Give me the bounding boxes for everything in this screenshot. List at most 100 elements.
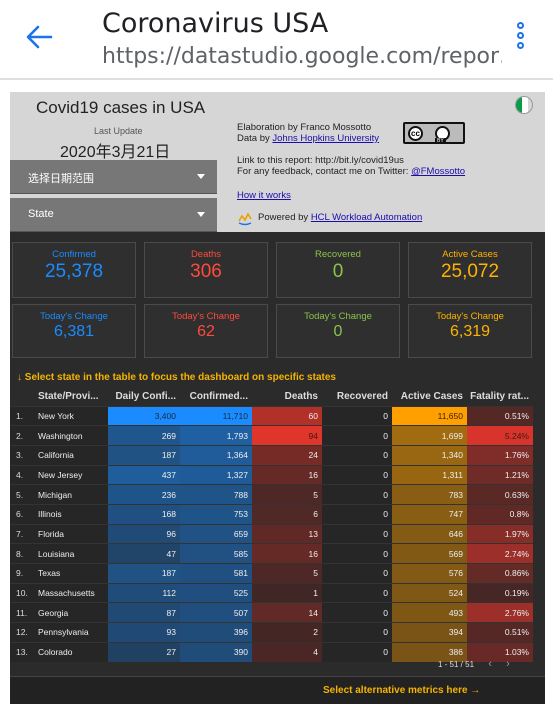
table-cell: 5.24% bbox=[467, 425, 533, 446]
table-cell: 16 bbox=[252, 464, 322, 485]
table-row[interactable]: 11. Georgia 87 507 14 0 493 2.76% bbox=[10, 602, 533, 623]
state-name: Pennsylvania bbox=[36, 622, 108, 643]
table-row[interactable]: 6. Illinois 168 753 6 0 747 0.8% bbox=[10, 503, 533, 525]
state-name: Colorado bbox=[36, 641, 108, 662]
table-cell: 1,340 bbox=[392, 444, 467, 466]
table-cell: 659 bbox=[180, 523, 252, 544]
column-header[interactable]: Confirmed... bbox=[189, 391, 248, 403]
table-cell: 93 bbox=[108, 622, 180, 643]
table-cell: 16 bbox=[252, 543, 322, 564]
scorecard-label: Recovered bbox=[315, 249, 361, 260]
row-index: 1. bbox=[10, 405, 36, 426]
scorecard-label: Today's Change bbox=[436, 311, 504, 322]
by-label: BY bbox=[435, 138, 446, 144]
table-cell: 3,400 bbox=[108, 405, 180, 426]
table-row[interactable]: 1. New York 3,400 11,710 60 0 11,650 0.51% bbox=[10, 405, 533, 426]
next-page-icon[interactable]: › bbox=[506, 658, 510, 670]
table-cell: 493 bbox=[392, 602, 467, 623]
column-header[interactable]: Deaths bbox=[284, 391, 318, 403]
table-row[interactable]: 7. Florida 96 659 13 0 646 1.97% bbox=[10, 523, 533, 544]
states-table: State/Provi... Daily Confi... Confirmed...… bbox=[10, 388, 533, 662]
table-cell: 569 bbox=[392, 543, 467, 564]
table-row[interactable]: 2. Washington 269 1,793 94 0 1,699 5.24% bbox=[10, 425, 533, 446]
column-header[interactable]: Recovered bbox=[336, 391, 388, 403]
italy-flag-icon[interactable] bbox=[515, 96, 533, 114]
table-cell: 0.51% bbox=[467, 405, 533, 426]
table-cell: 507 bbox=[180, 602, 252, 623]
column-header[interactable]: Fatality rat... bbox=[470, 391, 529, 403]
table-cell: 6 bbox=[252, 503, 322, 525]
scorecard-label: Today's Change bbox=[172, 311, 240, 322]
scorecard: Today's Change 6,381 bbox=[12, 304, 136, 358]
scorecard-label: Confirmed bbox=[52, 249, 96, 260]
page-url: https://datastudio.google.com/repor… bbox=[102, 44, 502, 69]
column-header[interactable]: Active Cases bbox=[400, 391, 463, 403]
table-cell: 437 bbox=[108, 464, 180, 485]
column-header[interactable]: Daily Confi... bbox=[115, 391, 176, 403]
table-cell: 1.97% bbox=[467, 523, 533, 544]
table-cell: 753 bbox=[180, 503, 252, 525]
pagination-range: 1 - 51 / 51 bbox=[438, 660, 475, 669]
column-header[interactable]: State/Provi... bbox=[38, 391, 99, 403]
table-cell: 5 bbox=[252, 563, 322, 584]
table-cell: 187 bbox=[108, 563, 180, 584]
scorecard-label: Deaths bbox=[190, 249, 222, 260]
scorecard: Active Cases 25,072 bbox=[408, 242, 532, 298]
table-cell: 386 bbox=[392, 641, 467, 662]
table-row[interactable]: 10. Massachusetts 112 525 1 0 524 0.19% bbox=[10, 582, 533, 603]
table-row[interactable]: 5. Michigan 236 788 5 0 783 0.63% bbox=[10, 484, 533, 505]
table-cell: 4 bbox=[252, 641, 322, 662]
table-cell: 1,327 bbox=[180, 464, 252, 485]
table-cell: 24 bbox=[252, 444, 322, 466]
row-index: 11. bbox=[10, 602, 36, 623]
creative-commons-badge: cc BY bbox=[403, 122, 465, 144]
hcl-link[interactable]: HCL Workload Automation bbox=[310, 212, 423, 223]
table-instruction: ↓ Select state in the table to focus the… bbox=[17, 372, 336, 383]
state-name: Michigan bbox=[36, 484, 108, 505]
table-row[interactable]: 4. New Jersey 437 1,327 16 0 1,311 1.21% bbox=[10, 464, 533, 485]
table-row[interactable]: 12. Pennsylvania 93 396 2 0 394 0.51% bbox=[10, 622, 533, 643]
table-cell: 112 bbox=[108, 582, 180, 603]
alternative-metrics-link[interactable]: Select alternative metrics here → bbox=[323, 685, 481, 696]
feedback-line: For any feedback, contact me on Twitter:… bbox=[237, 166, 466, 177]
table-row[interactable]: 3. California 187 1,364 24 0 1,340 1.76% bbox=[10, 444, 533, 466]
row-index: 4. bbox=[10, 464, 36, 485]
report-footer: Select alternative metrics here → bbox=[10, 676, 545, 704]
scorecard-value: 6,319 bbox=[449, 323, 491, 340]
state-dropdown[interactable]: State bbox=[10, 198, 217, 232]
table-cell: 788 bbox=[180, 484, 252, 505]
table-cell: 5 bbox=[252, 484, 322, 505]
table-cell: 1.03% bbox=[467, 641, 533, 662]
table-cell: 1,699 bbox=[392, 425, 467, 446]
app-title: Coronavirus USA bbox=[102, 8, 329, 39]
twitter-link[interactable]: @FMossotto bbox=[411, 166, 466, 177]
table-cell: 525 bbox=[180, 582, 252, 603]
prev-page-icon[interactable]: ‹ bbox=[488, 658, 492, 670]
table-cell: 11,710 bbox=[180, 405, 252, 426]
table-cell: 0 bbox=[322, 641, 392, 662]
table-cell: 2.74% bbox=[467, 543, 533, 564]
table-cell: 747 bbox=[392, 503, 467, 525]
table-cell: 524 bbox=[392, 582, 467, 603]
table-cell: 396 bbox=[180, 622, 252, 643]
last-update-label: Last Update bbox=[94, 126, 143, 136]
table-cell: 394 bbox=[392, 622, 467, 643]
scorecard: Recovered 0 bbox=[276, 242, 400, 298]
table-cell: 646 bbox=[392, 523, 467, 544]
jhu-link[interactable]: Johns Hopkins University bbox=[272, 133, 380, 144]
table-row[interactable]: 8. Louisiana 47 585 16 0 569 2.74% bbox=[10, 543, 533, 564]
date-range-dropdown[interactable]: 选择日期范围 bbox=[10, 160, 217, 194]
more-options-icon[interactable] bbox=[514, 22, 526, 54]
table-cell: 0.63% bbox=[467, 484, 533, 505]
table-cell: 390 bbox=[180, 641, 252, 662]
table-cell: 1.76% bbox=[467, 444, 533, 466]
table-cell: 87 bbox=[108, 602, 180, 623]
table-cell: 1,793 bbox=[180, 425, 252, 446]
back-arrow-icon[interactable] bbox=[24, 22, 54, 52]
how-it-works-link[interactable]: How it works bbox=[237, 190, 291, 201]
table-cell: 27 bbox=[108, 641, 180, 662]
state-name: Florida bbox=[36, 523, 108, 544]
table-row[interactable]: 9. Texas 187 581 5 0 576 0.86% bbox=[10, 563, 533, 584]
table-row[interactable]: 13. Colorado 27 390 4 0 386 1.03% bbox=[10, 641, 533, 662]
table-cell: 1.21% bbox=[467, 464, 533, 485]
